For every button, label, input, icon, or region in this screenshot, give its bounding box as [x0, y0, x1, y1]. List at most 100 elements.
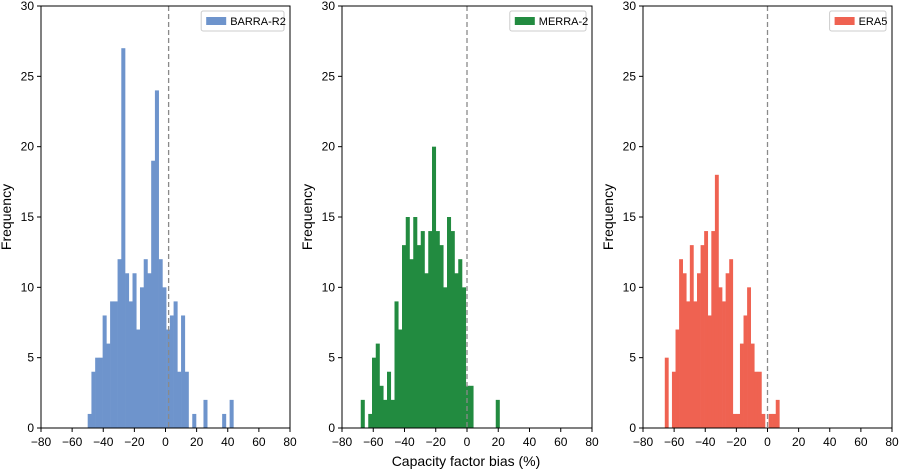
histogram-bar [739, 343, 744, 428]
y-tick-label: 10 [322, 280, 336, 294]
histogram-bar [222, 413, 227, 428]
histogram-bar [154, 90, 159, 429]
histogram-bar [743, 315, 748, 428]
x-tick-label: 60 [554, 435, 568, 449]
x-tick-label: 20 [190, 435, 204, 449]
y-tick-label: 30 [623, 0, 637, 13]
y-tick-label: 25 [21, 69, 35, 83]
histogram-bar [732, 413, 737, 428]
x-tick-label: 0 [764, 435, 771, 449]
histogram-bar [707, 315, 712, 428]
histogram-bar [671, 371, 676, 428]
histogram-bar [439, 245, 444, 428]
y-tick-label: 20 [623, 140, 637, 154]
x-tick-label: 60 [252, 435, 266, 449]
x-tick-label: −60 [62, 435, 83, 449]
histogram-bar [113, 301, 118, 428]
y-tick-label: 10 [21, 280, 35, 294]
y-axis-label: Frequency [0, 184, 14, 250]
histogram-bar [409, 259, 414, 428]
histogram-bar [383, 399, 388, 428]
histogram-bar [387, 371, 392, 428]
histogram-bar [390, 399, 395, 428]
x-tick-label: −80 [332, 435, 353, 449]
histogram-bar [711, 231, 716, 428]
y-tick-label: 0 [27, 421, 34, 435]
histogram-bar [398, 329, 403, 428]
y-tick-label: 30 [21, 0, 35, 13]
x-tick-label: 40 [221, 435, 235, 449]
y-tick-label: 0 [629, 421, 636, 435]
y-tick-label: 25 [623, 69, 637, 83]
histogram-bar [169, 315, 174, 428]
histogram-bar [402, 245, 407, 428]
histogram-bar [91, 371, 96, 428]
histogram-bar [768, 413, 773, 428]
histogram-bar [465, 385, 470, 428]
histogram-bar [417, 245, 422, 428]
y-axis-label: Frequency [299, 184, 315, 250]
histogram-bar [750, 343, 755, 428]
histogram-bar [95, 357, 100, 428]
histogram-bar [679, 259, 683, 428]
histogram-bar [754, 371, 759, 428]
x-tick-label: −20 [124, 435, 145, 449]
y-axis-label: Frequency [600, 184, 616, 250]
histogram-bar [372, 357, 377, 428]
legend-label: BARRA-R2 [230, 16, 286, 28]
histogram-bar [184, 371, 189, 428]
histogram-bar [106, 343, 111, 428]
histogram-bar [229, 399, 234, 428]
histogram-bar [132, 273, 137, 428]
histogram-bar [462, 287, 467, 428]
histogram-bar [102, 315, 107, 428]
histogram-bar [772, 413, 777, 428]
x-tick-label: 80 [885, 435, 899, 449]
histogram-panel-era5: −80 −60 −40 −20 0 20 40 60 80 0 5 10 15 20 25 30 Frequen… [600, 0, 899, 449]
y-tick-label: 5 [328, 351, 335, 365]
histogram-bar [761, 413, 766, 428]
histogram-bar [747, 287, 751, 428]
y-tick-label: 15 [322, 210, 336, 224]
legend-box [200, 10, 285, 32]
x-tick-label: 20 [492, 435, 506, 449]
histogram-bar [98, 357, 103, 428]
histogram-bar [420, 231, 425, 428]
histogram-bar [664, 357, 669, 428]
x-tick-label: −40 [695, 435, 716, 449]
legend-label: MERRA-2 [539, 16, 589, 28]
legend-swatch [206, 17, 227, 25]
histogram-bar [413, 217, 418, 428]
histogram-bar [405, 217, 410, 428]
x-tick-label: −60 [363, 435, 384, 449]
legend-swatch [834, 17, 855, 25]
x-tick-label: 60 [854, 435, 868, 449]
histogram-bar [454, 273, 459, 428]
histogram-bar [682, 273, 687, 428]
histogram-bar [689, 245, 694, 428]
histogram-bar [447, 217, 452, 428]
x-tick-label: 80 [283, 435, 297, 449]
x-tick-label: −40 [93, 435, 114, 449]
histogram-panel-barra-r2: −80 −60 −40 −20 0 20 40 60 80 0 5 10 15 20 25 30 Frequen… [0, 0, 297, 449]
histogram-bar [125, 273, 130, 428]
histogram-panel-merra-2: −80 −60 −40 −20 0 20 40 60 80 0 5 10 15 20 25 30 Frequen… [299, 0, 599, 449]
y-tick-label: 15 [623, 210, 637, 224]
histogram-bar [117, 259, 122, 428]
histogram-bar [360, 399, 365, 428]
histogram-bar [757, 371, 762, 428]
x-tick-label: 0 [464, 435, 471, 449]
y-tick-label: 5 [27, 351, 34, 365]
x-tick-label: −20 [726, 435, 747, 449]
histogram-bar [675, 329, 680, 428]
histogram-bar [686, 301, 691, 428]
histogram-bar [775, 399, 780, 428]
x-tick-label: −80 [31, 435, 52, 449]
histogram-bar [450, 231, 455, 428]
histogram-bar [375, 343, 380, 428]
histogram-bar [162, 287, 167, 428]
y-tick-label: 15 [21, 210, 35, 224]
histogram-bar [173, 301, 178, 428]
histogram-bar [136, 329, 141, 428]
x-tick-label: 80 [585, 435, 599, 449]
